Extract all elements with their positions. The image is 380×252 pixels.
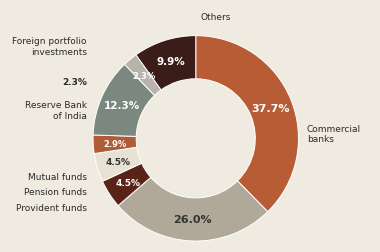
Wedge shape [118,178,268,241]
Text: 4.5%: 4.5% [106,158,131,166]
Text: Reserve Bank
of India: Reserve Bank of India [25,100,87,120]
Wedge shape [93,135,137,154]
Text: 4.5%: 4.5% [115,178,140,187]
Wedge shape [93,65,155,137]
Text: 37.7%: 37.7% [252,103,290,113]
Wedge shape [103,164,151,206]
Text: 2.9%: 2.9% [103,139,127,148]
Wedge shape [196,37,298,212]
Wedge shape [94,148,142,182]
Text: 26.0%: 26.0% [173,214,212,225]
Wedge shape [125,56,161,96]
Text: Foreign portfolio
investments: Foreign portfolio investments [13,37,87,57]
Wedge shape [136,37,196,90]
Text: Provident funds: Provident funds [16,203,87,212]
Text: 2.3%: 2.3% [132,72,155,81]
Text: 2.3%: 2.3% [62,77,87,86]
Text: 12.3%: 12.3% [103,101,140,111]
Text: Others: Others [200,13,230,22]
Text: Pension funds: Pension funds [24,187,87,197]
Text: Commercial
banks: Commercial banks [307,124,361,143]
Text: Mutual funds: Mutual funds [28,172,87,181]
Text: 9.9%: 9.9% [157,57,185,67]
